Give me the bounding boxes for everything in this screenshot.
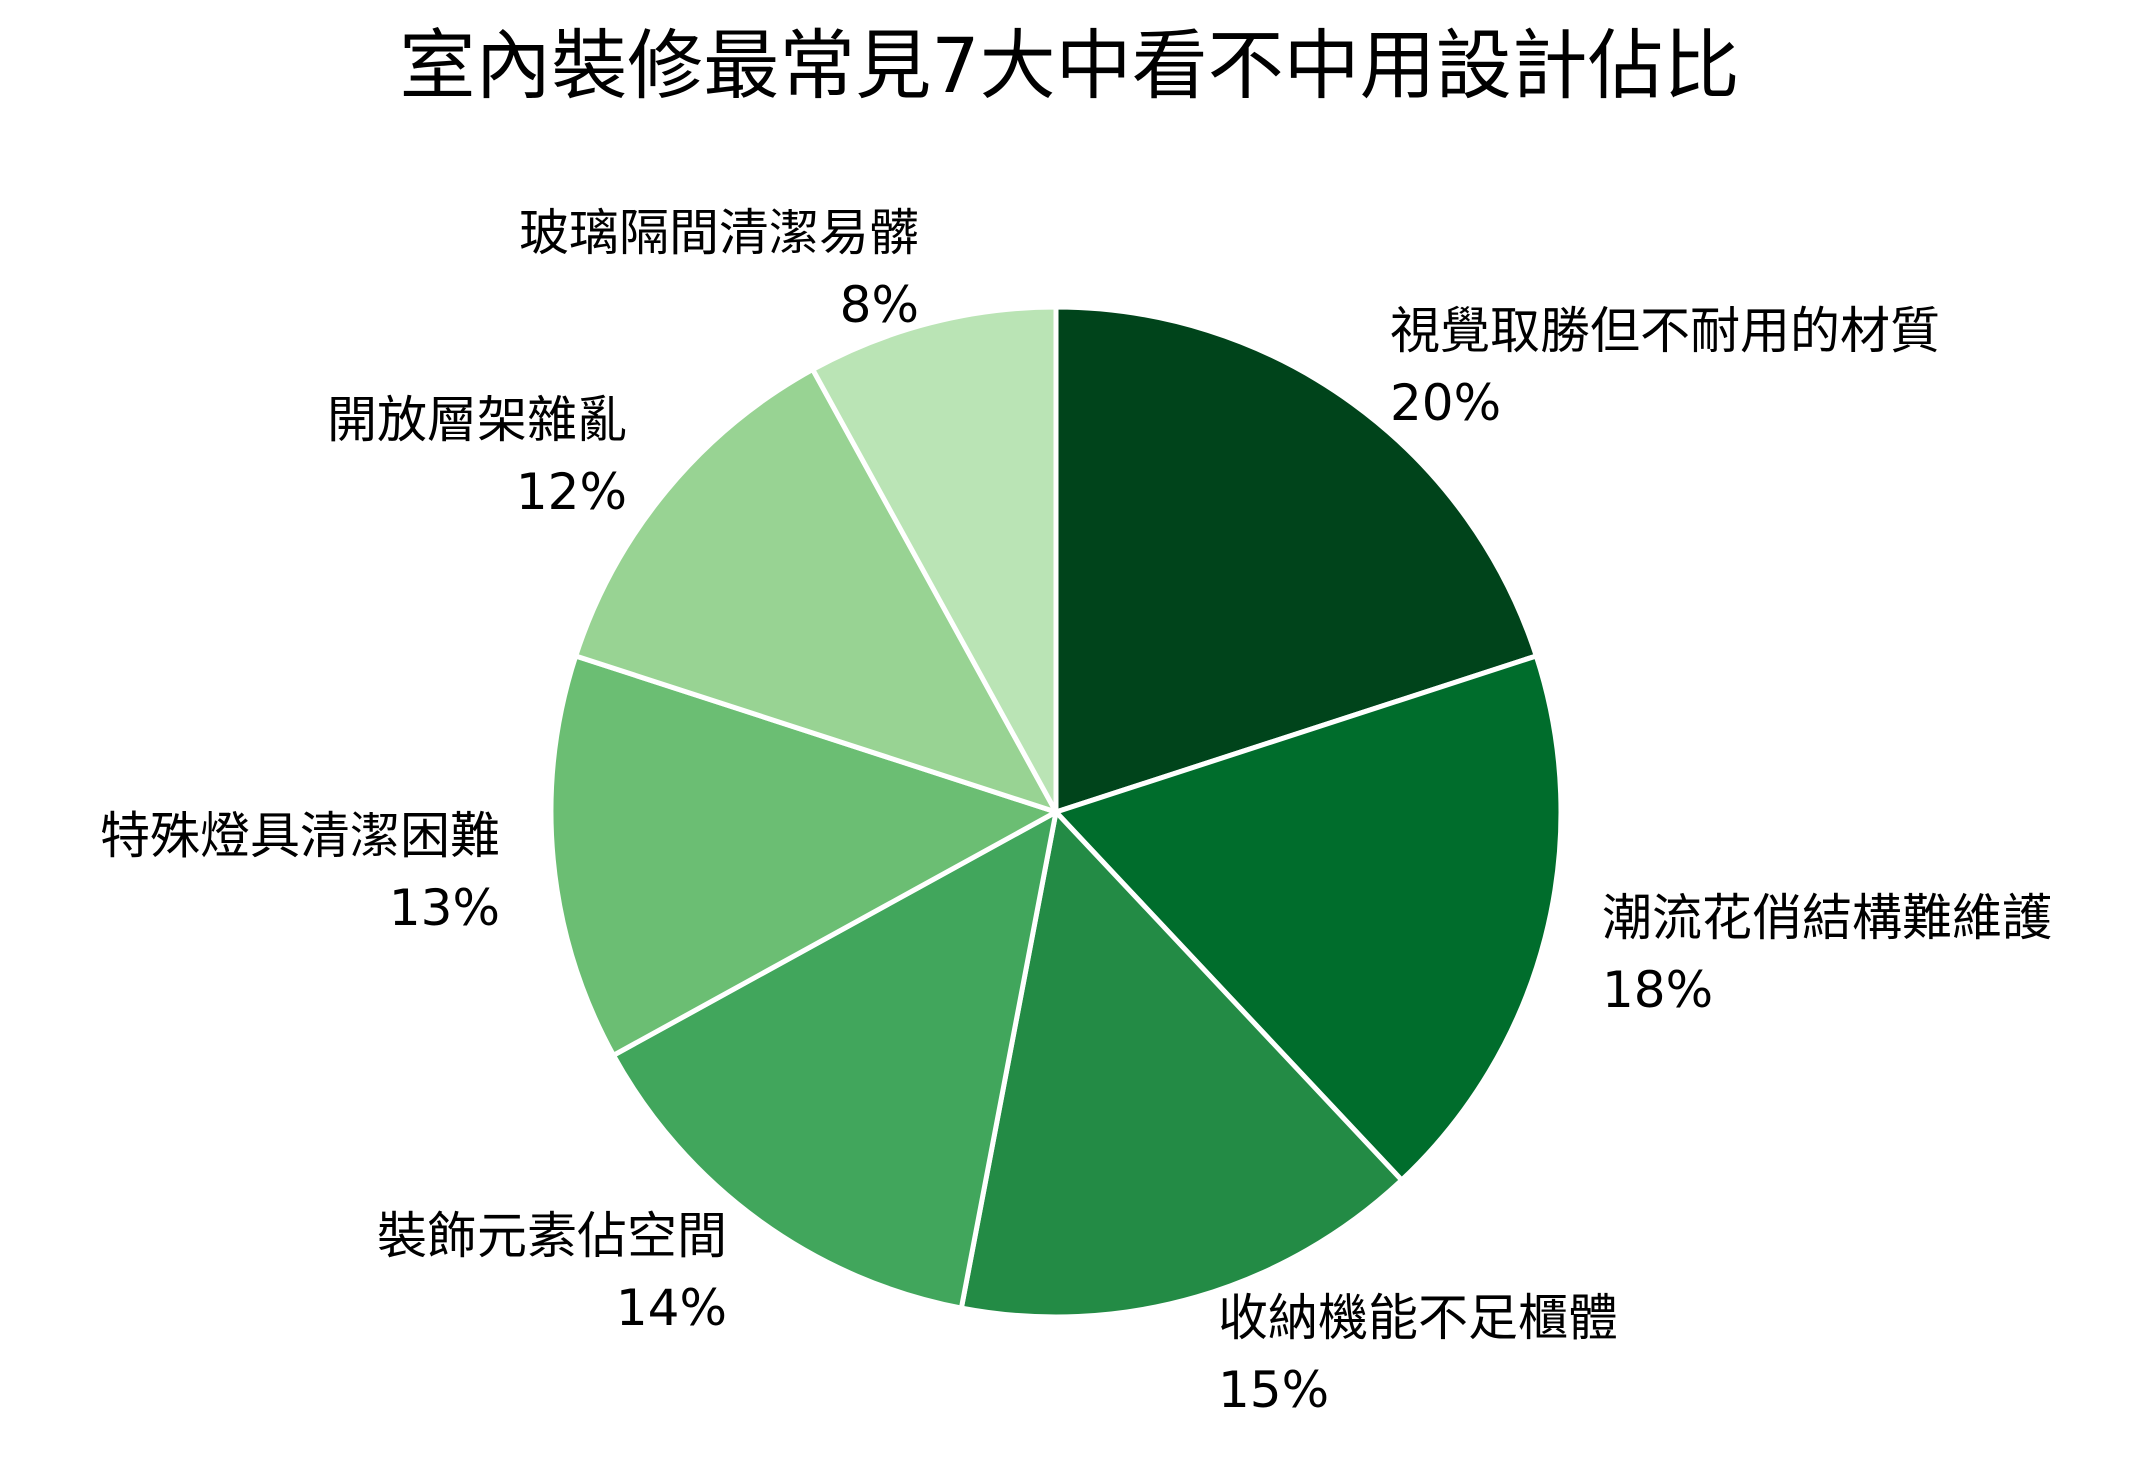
slice-value-label: 12% [516, 463, 627, 521]
pie-slices [548, 304, 1564, 1320]
pie-slice [810, 304, 1059, 815]
slice-category-label: 收納機能不足櫃體 [1218, 1289, 1618, 1347]
pie-labels: 視覺取勝但不耐用的材質 20% 潮流花俏結構難維護 18% 收納機能不足櫃體 15% 裝飾元… [100, 204, 2052, 1419]
slice-category-label: 特殊燈具清潔困難 [100, 807, 500, 865]
pie-slice [548, 653, 1059, 1058]
slice-value-label: 20% [1390, 374, 1501, 432]
slice-value-label: 13% [389, 879, 500, 937]
slice-value-label: 14% [616, 1279, 727, 1337]
slice-category-label: 開放層架雜亂 [327, 391, 627, 449]
chart-title: 室內裝修最常見7大中看不中用設計佔比 [399, 21, 1740, 110]
slice-category-label: 裝飾元素佔空間 [377, 1207, 727, 1265]
slice-value-label: 8% [840, 276, 919, 334]
slice-category-label: 潮流花俏結構難維護 [1602, 889, 2052, 947]
slice-category-label: 玻璃隔間清潔易髒 [519, 204, 919, 262]
pie-slice [1053, 304, 1539, 815]
pie-slice [958, 809, 1405, 1320]
slice-value-label: 18% [1602, 961, 1713, 1019]
pie-slice [573, 366, 1059, 815]
slice-value-label: 15% [1218, 1361, 1329, 1419]
pie-slice [610, 809, 1059, 1311]
slice-category-label: 視覺取勝但不耐用的材質 [1390, 302, 1940, 360]
pie-slice [1053, 653, 1564, 1183]
